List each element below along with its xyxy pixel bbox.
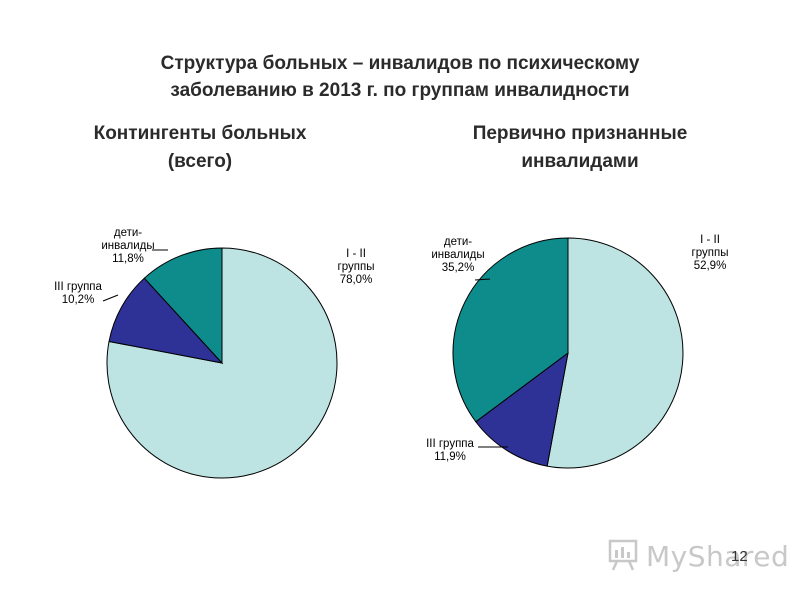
right-chart-title-line-2: инвалидами [521, 151, 639, 172]
left-data-label-group-1-2: I - II группы 78,0% [338, 248, 375, 286]
right-data-label-children: дети-инвалиды 35,2% [431, 236, 484, 274]
right-pie-slice-group-1-2 [546, 237, 684, 469]
page-number: 12 [731, 548, 748, 565]
watermark-text: MyShared [646, 540, 790, 573]
left-pie-slice-group-3 [108, 277, 224, 364]
presentation-board-icon [608, 539, 638, 571]
left-data-label-children: дети-инвалиды 11,8% [101, 227, 154, 265]
title-line-2: заболеванию в 2013 г. по группам инвалид… [170, 80, 630, 101]
right-data-label-group-1-2: I - II группы 52,9% [692, 234, 729, 272]
right-chart-title-line-1: Первично признанные [472, 123, 688, 144]
left-chart-title-line-1: Контингенты больных [93, 123, 307, 144]
right-leader-line-children [474, 278, 491, 281]
left-pie-slice-children [143, 247, 223, 365]
left-leader-line-group-3 [102, 294, 119, 302]
watermark: MyShared [608, 538, 789, 578]
left-data-label-group-3: III группа 10,2% [54, 281, 102, 306]
left-chart-title: Контингенты больных (всего) [40, 120, 360, 176]
right-data-label-group-3: III группа 11,9% [426, 438, 474, 463]
left-chart-title-line-2: (всего) [167, 151, 233, 172]
right-pie-slice-children [452, 237, 569, 423]
right-pie-slice-group-3 [475, 351, 569, 467]
title-line-1: Структура больных – инвалидов по психиче… [160, 53, 640, 74]
right-chart-title: Первично признанные инвалидами [420, 120, 740, 176]
slide-title: Структура больных – инвалидов по психиче… [0, 50, 800, 104]
